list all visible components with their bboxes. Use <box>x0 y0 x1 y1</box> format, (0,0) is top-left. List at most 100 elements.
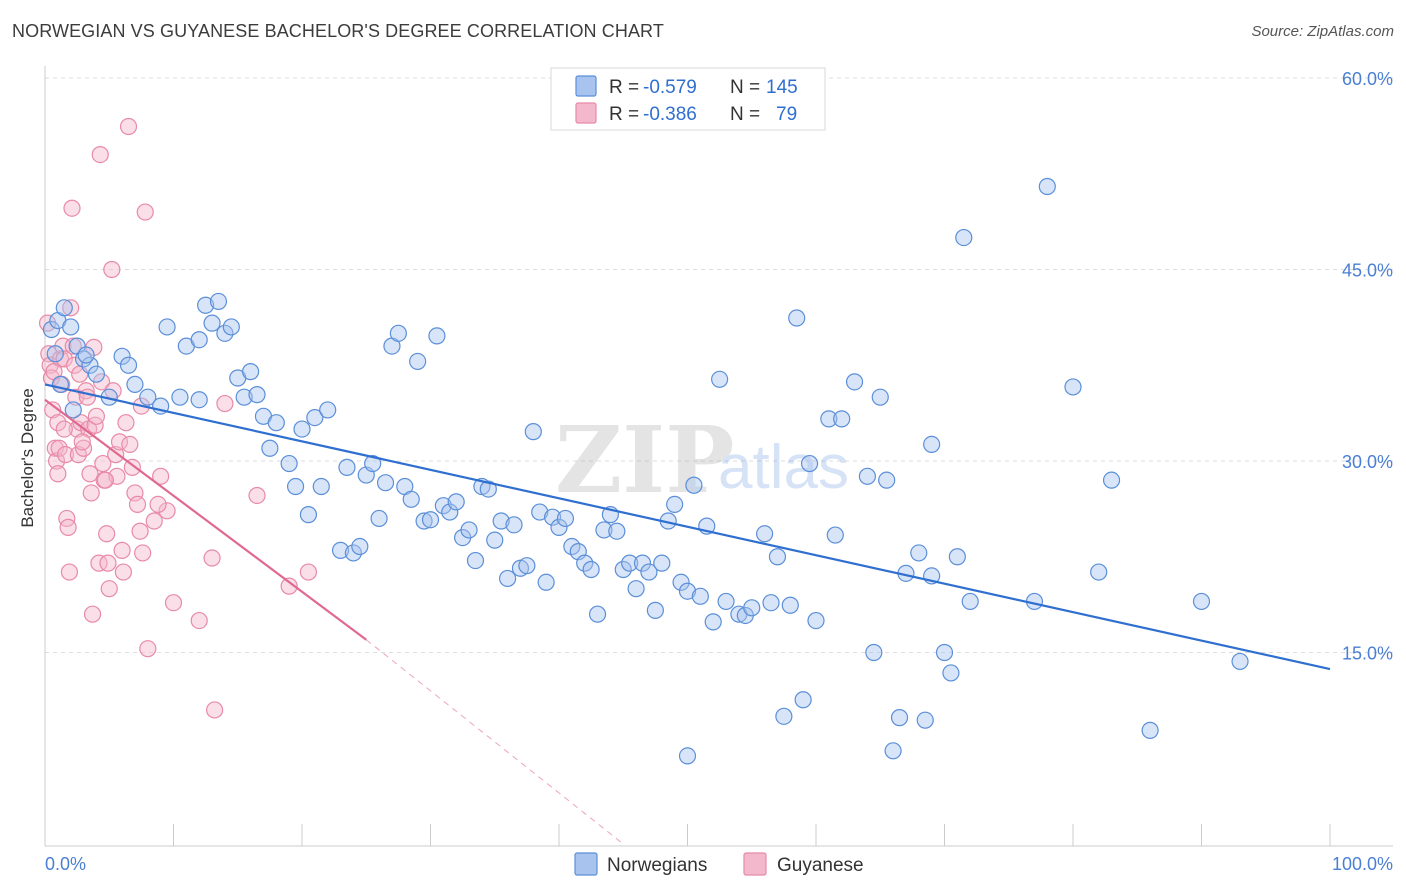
legend-r-label: R = <box>609 104 639 125</box>
norwegian-point <box>55 299 73 317</box>
norwegian-point <box>46 345 64 363</box>
norwegian-point <box>299 506 318 524</box>
norwegian-point <box>588 605 607 623</box>
y-tick-label: 60.0% <box>1342 69 1393 89</box>
norwegian-point <box>826 526 844 544</box>
norwegian-point <box>415 512 433 530</box>
norwegian-point <box>81 356 99 374</box>
norwegian-point <box>595 521 613 539</box>
source-label: Source: ZipAtlas.com <box>1251 23 1394 40</box>
guyanese-point <box>74 439 93 457</box>
guyanese-point <box>149 495 167 514</box>
norwegian-point <box>428 327 446 345</box>
norwegian-point <box>884 742 902 760</box>
norwegian-point <box>376 474 395 492</box>
watermark-atlas: atlas <box>718 433 849 502</box>
norwegian-point <box>833 410 851 428</box>
guyanese-point <box>83 605 102 623</box>
norwegian-point <box>775 707 793 725</box>
guyanese-point <box>55 350 73 368</box>
norwegian-point <box>935 643 954 662</box>
norwegian-point <box>466 551 485 570</box>
norwegian-point <box>865 643 883 662</box>
norwegian-point <box>370 509 388 528</box>
norwegian-point <box>434 497 452 515</box>
guyanese-point <box>64 337 82 355</box>
norwegian-point <box>338 458 356 476</box>
guyanese-point <box>55 420 73 438</box>
bottom-legend-guyanese-label: Guyanese <box>777 855 864 876</box>
y-axis-tick-labels: 15.0% 30.0% 45.0% 60.0% <box>1342 69 1393 664</box>
norwegian-point <box>312 477 330 496</box>
legend-guyanese-swatch <box>575 102 597 124</box>
norwegian-point <box>543 508 562 526</box>
guyanese-point <box>139 640 157 658</box>
norwegian-point <box>955 228 973 247</box>
guyanese-point <box>299 563 318 581</box>
norwegian-point <box>704 613 722 631</box>
guyanese-point <box>44 401 62 419</box>
guyanese-point <box>131 522 149 540</box>
norwegian-point <box>119 356 138 374</box>
norwegian-point <box>890 709 909 727</box>
norwegian-point <box>1231 652 1249 671</box>
guyanese-trend-extension <box>365 639 624 845</box>
guyanese-point <box>280 577 298 595</box>
norwegian-point <box>582 560 600 579</box>
axes <box>44 66 1393 847</box>
norwegian-point <box>87 365 106 383</box>
guyanese-point <box>46 439 64 457</box>
norwegian-point <box>364 454 382 473</box>
guyanese-point <box>203 549 221 567</box>
norwegian-point <box>923 435 941 454</box>
guyanese-point <box>164 594 183 612</box>
norwegian-point <box>711 370 729 388</box>
guyanese-point <box>73 433 91 451</box>
norwegian-point <box>916 711 934 729</box>
guyanese-point <box>100 580 118 598</box>
norwegian-point <box>319 401 337 419</box>
norwegian-point <box>460 521 478 539</box>
norwegian-point <box>1064 378 1082 396</box>
guyanese-point <box>59 518 77 536</box>
y-tick-label: 45.0% <box>1342 261 1393 281</box>
norwegian-point <box>158 318 176 336</box>
watermark: ZIP atlas <box>555 406 849 514</box>
norwegian-point <box>878 471 896 489</box>
norwegian-point <box>1102 471 1121 489</box>
y-axis-title: Bachelor's Degree <box>18 388 37 527</box>
x-axis-ticks <box>44 824 1331 846</box>
guyanese-point <box>56 446 75 464</box>
norwegian-point <box>518 557 536 575</box>
norwegian-point <box>858 467 877 485</box>
y-tick-label: 15.0% <box>1342 644 1393 664</box>
norwegian-point <box>479 480 497 498</box>
guyanese-point <box>60 563 79 581</box>
norwegian-point <box>203 314 221 332</box>
norwegian-point <box>197 296 215 314</box>
norwegian-points <box>42 177 1249 765</box>
legend-box: R = -0.579 N = 145 R = -0.386 N = 79 <box>550 67 826 131</box>
norwegian-point <box>216 324 234 342</box>
norwegian-point <box>807 611 825 630</box>
bottom-legend-norwegians-swatch <box>574 852 598 876</box>
norwegian-point <box>653 554 671 572</box>
norwegian-point <box>280 454 298 473</box>
norwegian-point <box>646 601 664 619</box>
norwegian-point <box>42 320 61 339</box>
norwegian-point <box>351 537 369 556</box>
norwegian-point <box>845 373 864 391</box>
norwegian-point <box>1090 563 1108 581</box>
guyanese-point <box>63 199 81 217</box>
guyanese-point <box>86 416 104 434</box>
guyanese-point <box>98 525 116 543</box>
guyanese-point <box>119 117 138 136</box>
guyanese-point <box>50 439 68 457</box>
norwegian-point <box>171 388 189 406</box>
bottom-legend-norwegians-label: Norwegians <box>607 855 707 876</box>
norwegian-point <box>113 347 131 365</box>
norwegian-point <box>409 352 427 371</box>
norwegian-point <box>640 563 658 581</box>
guyanese-point <box>134 544 152 562</box>
norwegian-point <box>614 560 632 579</box>
